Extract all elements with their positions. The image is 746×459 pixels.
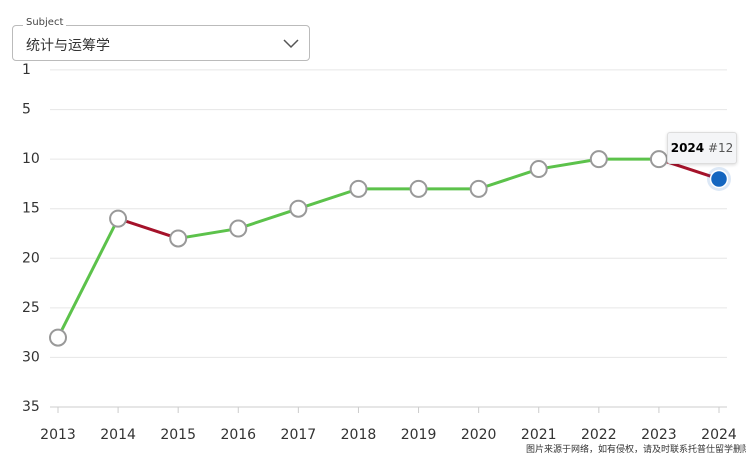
y-tick-label: 15 [22,201,40,217]
line-segment [56,217,120,339]
point [289,199,308,218]
point [529,160,548,179]
point [649,150,668,169]
select-value: 统计与运筹学 [26,38,110,54]
y-tick-label: 5 [22,102,31,118]
x-tick-label: 2017 [281,427,317,443]
x-tick-label: 2023 [641,427,677,443]
line-segment [117,217,179,240]
x-tick-label: 2020 [461,427,497,443]
x-tick-label: 2022 [581,427,617,443]
x-tick-label: 2016 [220,427,256,443]
tooltip-year: 2024 [670,141,705,155]
line-segment [478,167,540,191]
x-tick-label: 2018 [341,427,377,443]
line-segment [177,227,239,240]
y-tick-label: 10 [22,151,40,167]
y-tick-label: 30 [22,349,40,365]
x-tick-label: 2015 [160,427,196,443]
point [409,179,428,198]
y-tick-label: 25 [22,300,40,316]
point [229,219,248,238]
y-tick-label: 20 [22,250,40,266]
x-tick-label: 2019 [401,427,437,443]
tooltip: 2024 #12 [667,132,737,164]
watermark: 图片来源于网络，如有侵权，请及时联系托普仕留学删除 [526,445,746,455]
point [469,179,488,198]
x-tick-label: 2014 [100,427,136,443]
x-tick-label: 2024 [701,427,737,443]
point [109,209,128,228]
x-tick-label: 2013 [40,427,76,443]
subject-select[interactable]: Subject 统计与运筹学 [12,17,310,61]
point [169,229,188,248]
tooltip-rank: #12 [707,141,734,155]
y-tick-label: 1 [22,62,31,78]
line-segment [538,157,600,171]
point [49,328,67,347]
x-tick-label: 2021 [521,427,557,443]
point [589,150,608,169]
y-tick-label: 35 [22,399,40,415]
point [349,179,368,198]
highlight-point [709,169,729,189]
chevron [283,39,299,49]
line-segment [237,207,299,230]
line-segment [297,187,359,211]
select-label: Subject [23,17,67,28]
